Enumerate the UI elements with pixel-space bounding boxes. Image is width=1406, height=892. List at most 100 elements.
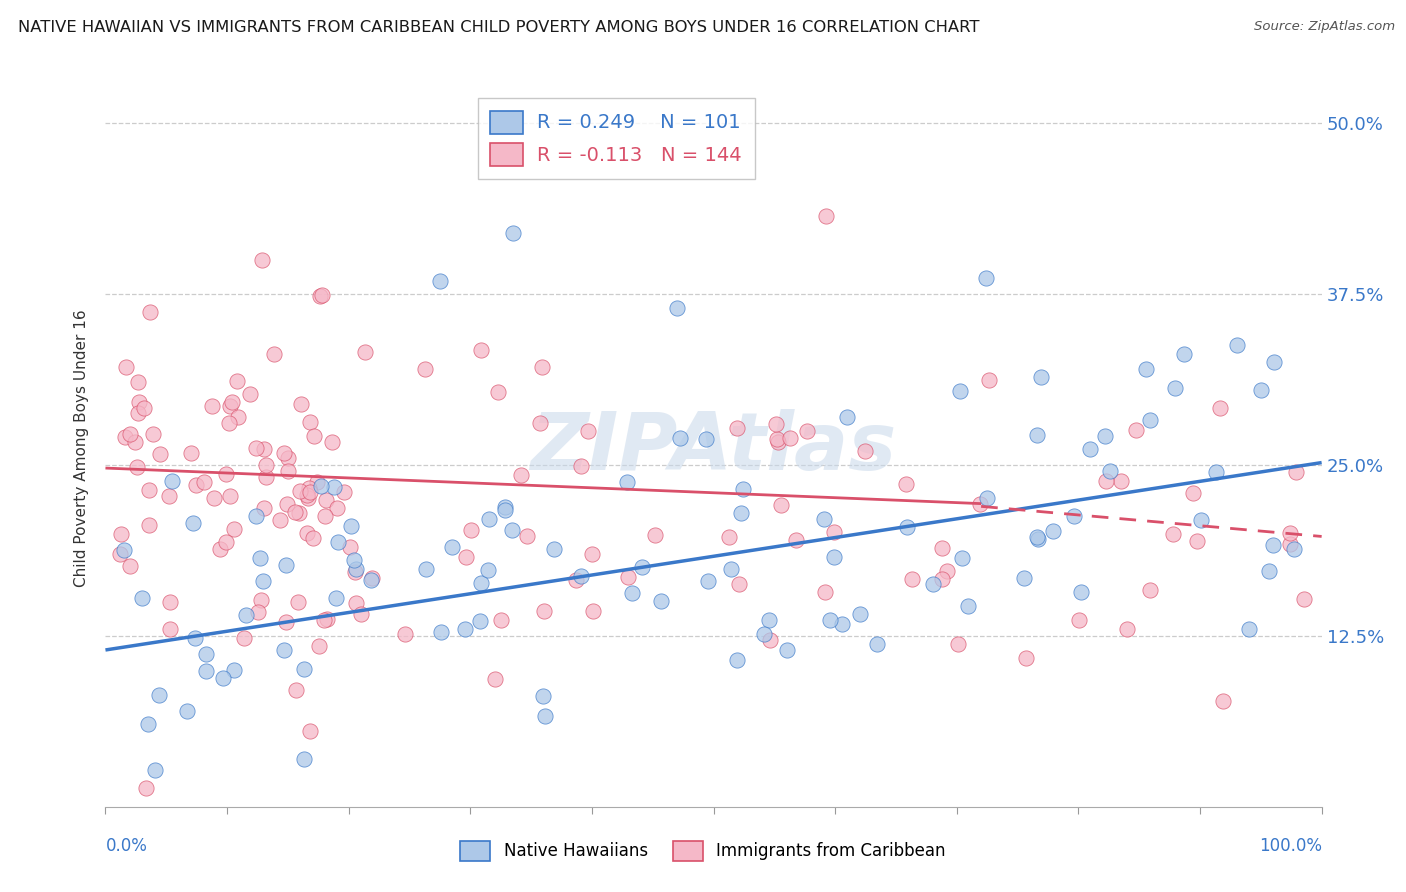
- Point: [949, 384, 972, 399]
- Point: [1125, 423, 1147, 437]
- Point: [1205, 465, 1227, 479]
- Point: [470, 343, 492, 357]
- Point: [728, 577, 751, 591]
- Point: [128, 375, 150, 389]
- Point: [581, 547, 603, 561]
- Point: [276, 497, 298, 511]
- Point: [543, 541, 565, 556]
- Point: [765, 417, 787, 431]
- Point: [273, 642, 295, 657]
- Point: [516, 529, 538, 543]
- Point: [298, 415, 321, 429]
- Point: [124, 435, 146, 450]
- Point: [1031, 370, 1053, 384]
- Point: [276, 615, 298, 629]
- Point: [510, 467, 533, 482]
- Point: [308, 639, 330, 653]
- Text: ZIPAtlas: ZIPAtlas: [530, 409, 897, 487]
- Point: [343, 565, 366, 579]
- Point: [183, 516, 205, 531]
- Point: [754, 626, 776, 640]
- Point: [215, 467, 238, 482]
- Point: [831, 617, 853, 632]
- Point: [1026, 533, 1049, 547]
- Point: [853, 443, 876, 458]
- Point: [142, 427, 165, 442]
- Point: [1015, 650, 1038, 665]
- Point: [823, 550, 845, 565]
- Point: [149, 446, 172, 460]
- Point: [1185, 534, 1208, 549]
- Point: [616, 475, 638, 489]
- Point: [235, 607, 257, 622]
- Point: [1164, 381, 1187, 395]
- Point: [631, 560, 654, 574]
- Point: [340, 519, 363, 533]
- Point: [162, 821, 184, 835]
- Point: [224, 522, 246, 536]
- Point: [491, 613, 513, 627]
- Point: [326, 535, 349, 549]
- Point: [415, 562, 437, 576]
- Point: [114, 360, 136, 375]
- Point: [429, 274, 451, 288]
- Point: [120, 426, 142, 441]
- Point: [835, 410, 858, 425]
- Point: [221, 394, 243, 409]
- Point: [650, 594, 672, 608]
- Point: [950, 550, 973, 565]
- Point: [138, 517, 160, 532]
- Point: [180, 446, 202, 460]
- Point: [344, 562, 367, 576]
- Point: [212, 671, 235, 685]
- Point: [299, 723, 322, 738]
- Point: [249, 550, 271, 565]
- Point: [254, 470, 277, 484]
- Point: [533, 604, 555, 618]
- Point: [394, 626, 416, 640]
- Point: [1282, 542, 1305, 557]
- Point: [666, 301, 689, 315]
- Point: [470, 614, 492, 628]
- Point: [502, 226, 524, 240]
- Point: [484, 672, 506, 686]
- Point: [759, 632, 782, 647]
- Point: [228, 409, 250, 424]
- Point: [287, 507, 309, 521]
- Point: [138, 483, 160, 497]
- Point: [1161, 526, 1184, 541]
- Point: [184, 631, 207, 645]
- Point: [534, 709, 557, 723]
- Point: [226, 374, 249, 388]
- Point: [813, 512, 835, 526]
- Point: [1078, 442, 1101, 457]
- Point: [274, 558, 297, 572]
- Point: [770, 498, 793, 512]
- Point: [176, 704, 198, 718]
- Point: [343, 553, 366, 567]
- Point: [931, 572, 953, 586]
- Point: [245, 509, 267, 524]
- Point: [766, 432, 789, 446]
- Point: [1278, 526, 1301, 541]
- Point: [1189, 513, 1212, 527]
- Point: [143, 763, 166, 777]
- Point: [823, 524, 845, 539]
- Point: [307, 475, 329, 490]
- Point: [333, 484, 356, 499]
- Point: [977, 373, 1000, 387]
- Point: [276, 451, 298, 466]
- Point: [813, 585, 835, 599]
- Point: [239, 386, 262, 401]
- Point: [976, 491, 998, 505]
- Point: [454, 622, 477, 636]
- Point: [621, 585, 644, 599]
- Point: [1278, 537, 1301, 551]
- Point: [284, 505, 307, 519]
- Point: [314, 508, 336, 523]
- Point: [339, 540, 361, 554]
- Point: [202, 491, 225, 506]
- Point: [1094, 474, 1116, 488]
- Point: [894, 476, 917, 491]
- Point: [292, 662, 315, 676]
